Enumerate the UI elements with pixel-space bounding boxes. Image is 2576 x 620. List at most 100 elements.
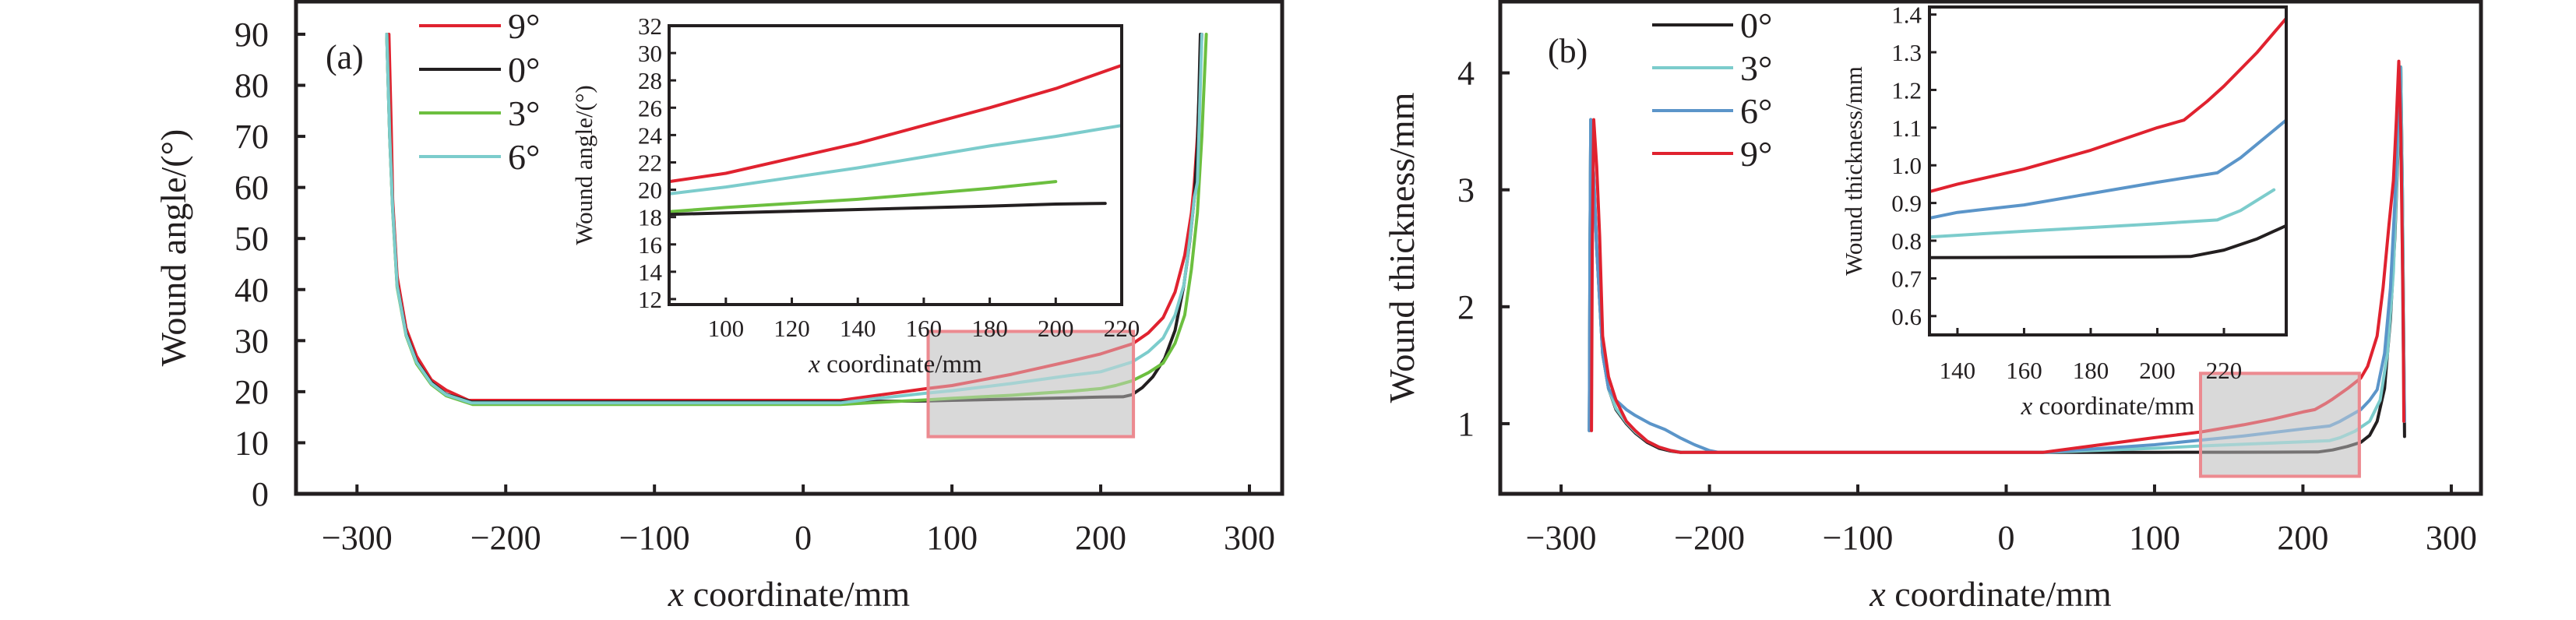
panel-label: (a)	[326, 38, 364, 76]
inset-y-tick-label: 16	[638, 231, 662, 259]
y-tick-label: 20	[234, 373, 269, 411]
x-axis-label-unit: coordinate/mm	[1886, 574, 2112, 614]
inset-x-tick-label: 200	[1038, 315, 1074, 342]
x-axis-label-variable: x	[1869, 574, 1886, 614]
inset-y-tick-label: 0.9	[1891, 190, 1922, 217]
inset-series-group	[669, 63, 1122, 217]
inset-y-tick-label: 1.0	[1891, 152, 1922, 179]
series-group	[385, 33, 1208, 407]
legend: 0°3°6°9°	[1652, 5, 1772, 174]
x-tick-label: −200	[470, 519, 541, 557]
inset-series-line-3deg	[1929, 188, 2276, 239]
inset-y-tick-label: 1.1	[1891, 114, 1922, 142]
x-tick-label: −300	[1526, 519, 1597, 557]
inset-series-line-0deg	[1929, 224, 2286, 259]
inset-y-tick-label: 0.7	[1891, 265, 1922, 292]
legend: 9°0°3°6°	[419, 6, 540, 177]
y-tick-label: 80	[234, 67, 269, 105]
legend-item-3deg: 3°	[419, 93, 540, 133]
y-tick-label: 1	[1457, 405, 1475, 443]
series-line-9deg	[387, 33, 1203, 402]
x-tick-label: 200	[2277, 519, 2328, 557]
legend-item-3deg: 3°	[1652, 48, 1772, 88]
inset-y-tick-label: 30	[638, 40, 662, 67]
inset-x-tick-label: 220	[2206, 357, 2243, 384]
x-tick-label: −100	[1823, 519, 1894, 557]
inset-x-tick-label: 120	[774, 315, 810, 342]
inset-series-line-0deg	[669, 202, 1107, 217]
inset-frame	[668, 24, 1123, 306]
inset-y-axis-label: Wound thickness/mm	[1840, 66, 1867, 276]
inset-x-axis-label-variable: x	[808, 351, 820, 379]
x-tick-label: −300	[322, 519, 393, 557]
x-tick-label: 300	[2426, 519, 2477, 557]
x-axis-label-variable: x	[668, 574, 685, 614]
inset-y-tick-label: 26	[638, 94, 662, 122]
x-tick-label: 200	[1075, 519, 1126, 557]
y-tick-label: 0	[252, 475, 269, 513]
inset-x-tick-label: 140	[840, 315, 876, 342]
legend-item-9deg: 9°	[1652, 134, 1772, 174]
x-tick-label: −100	[619, 519, 690, 557]
plot-frame	[1498, 0, 2483, 496]
y-axis-label: Wound angle/(°)	[153, 129, 193, 367]
panel-a-wound-angle: −300 −200 −100 0 100 200 300 0 10 20 30 40 50 60 70 80 9…	[153, 0, 1284, 614]
inset-y-tick-label: 1.3	[1891, 39, 1922, 66]
inset-x-tick-label: 200	[2139, 357, 2176, 384]
panel-label: (b)	[1548, 32, 1588, 70]
legend-label: 9°	[1740, 134, 1772, 174]
y-tick-label: 40	[234, 271, 269, 309]
inset-series-line-9deg	[1929, 16, 2286, 194]
panel-b-wound-thickness: −300 −200 −100 0 100 200 300 1 2 3 4 x coordinate/m…	[1382, 0, 2483, 614]
inset-background	[669, 26, 1122, 305]
y-tick-label: 70	[234, 118, 269, 156]
inset-x-tick-label: 140	[1940, 357, 1976, 384]
x-tick-label: −200	[1674, 519, 1745, 557]
inset-chart: 100 120 140 160 180 200 2201214161820222426283…	[570, 12, 1140, 379]
inset-series-line-9deg	[669, 63, 1122, 184]
legend-item-6deg: 6°	[1652, 91, 1772, 131]
inset-y-tick-label: 14	[638, 259, 663, 286]
series-line-6deg	[385, 33, 1203, 405]
inset-x-tick-label: 160	[2006, 357, 2042, 384]
x-axis-label-unit: coordinate/mm	[684, 574, 910, 614]
inset-y-tick-label: 0.8	[1891, 227, 1922, 255]
plot-frame	[294, 0, 1284, 496]
inset-x-tick-label: 160	[906, 315, 943, 342]
x-axis-label: x coordinate/mm	[668, 574, 911, 614]
inset-x-axis-label-variable: x	[2021, 393, 2033, 421]
inset-x-tick-label: 100	[708, 315, 745, 342]
legend-label: 0°	[508, 50, 540, 90]
legend-item-9deg: 9°	[419, 6, 540, 46]
x-tick-label: 300	[1224, 519, 1275, 557]
inset-y-tick-label: 24	[638, 122, 663, 149]
legend-label: 0°	[1740, 5, 1772, 45]
y-tick-label: 50	[234, 220, 269, 258]
inset-y-tick-label: 1.2	[1891, 76, 1922, 104]
inset-background	[1929, 7, 2286, 335]
y-tick-label: 3	[1457, 171, 1475, 210]
y-axis-label: Wound thickness/mm	[1382, 92, 1422, 403]
inset-x-tick-label: 180	[971, 315, 1008, 342]
inset-chart: 140 160 180 200 220 0.6 0.7 0.8 0.9 1.0 1.1 1.2 1.3 1…	[1840, 2, 2288, 421]
inset-y-tick-label: 1.4	[1891, 2, 1922, 29]
legend-label: 6°	[1740, 91, 1772, 131]
legend-item-0deg: 0°	[1652, 5, 1772, 45]
inset-frame	[1928, 5, 2288, 336]
x-tick-label: 0	[795, 519, 812, 557]
x-axis-label: x coordinate/mm	[1869, 574, 2112, 614]
inset-y-tick-label: 0.6	[1891, 303, 1922, 330]
inset-y-axis-label: Wound angle/(°)	[570, 85, 597, 245]
inset-y-tick-label: 18	[638, 204, 662, 231]
inset-x-tick-label: 180	[2073, 357, 2109, 384]
legend-label: 3°	[508, 93, 540, 133]
x-tick-label: 100	[926, 519, 978, 557]
inset-y-tick-label: 22	[638, 149, 662, 176]
y-tick-label: 4	[1457, 55, 1475, 93]
x-tick-label: 0	[1997, 519, 2014, 557]
inset-x-axis-label-unit: coordinate/mm	[820, 351, 982, 379]
legend-label: 6°	[508, 137, 540, 177]
inset-series-group	[1929, 16, 2286, 259]
inset-x-tick-label: 220	[1104, 315, 1140, 342]
